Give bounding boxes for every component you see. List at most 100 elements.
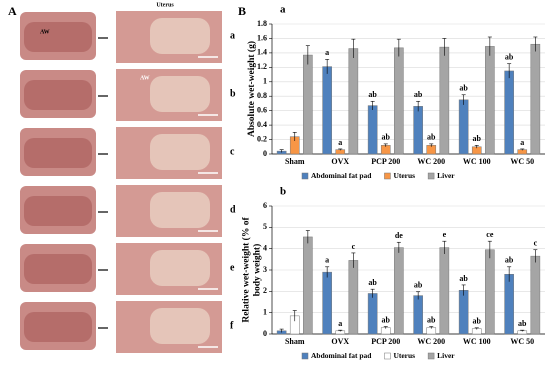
bar xyxy=(504,274,514,335)
row-label: a xyxy=(230,30,235,41)
bar xyxy=(303,54,313,155)
photo xyxy=(150,308,210,344)
photo xyxy=(150,76,210,112)
photo xyxy=(24,80,92,110)
significance-label: de xyxy=(395,231,403,240)
y-tick-label: 4 xyxy=(263,243,267,252)
y-tick-label: 0.8 xyxy=(257,91,267,100)
significance-label: ab xyxy=(459,84,468,93)
photo xyxy=(150,250,210,286)
x-tick-label: WC 200 xyxy=(417,337,445,346)
x-tick-label: OVX xyxy=(331,157,349,166)
significance-label: a xyxy=(338,319,342,328)
x-tick-label: OVX xyxy=(331,337,349,346)
significance-label: ab xyxy=(473,317,482,326)
y-tick-label: 6 xyxy=(263,201,267,210)
bar xyxy=(439,46,450,155)
bar xyxy=(485,249,495,335)
row-label: d xyxy=(230,204,236,215)
significance-label: a xyxy=(338,138,342,147)
x-tick-label: Sham xyxy=(285,337,305,346)
bar xyxy=(485,46,495,155)
legend-swatch xyxy=(384,172,391,180)
significance-label: ab xyxy=(427,315,436,324)
significance-label: c xyxy=(352,242,356,251)
significance-label: ab xyxy=(505,256,514,265)
significance-label: ce xyxy=(486,230,494,239)
bar xyxy=(530,255,541,335)
y-tick-label: 1 xyxy=(263,77,267,86)
significance-label: ab xyxy=(459,274,468,283)
legend-label: Abdominal fat pad xyxy=(311,171,372,180)
bar xyxy=(394,247,404,335)
bar xyxy=(348,260,359,335)
x-tick-label: Sham xyxy=(285,157,305,166)
significance-label: e xyxy=(443,230,447,239)
photo xyxy=(24,22,92,52)
photo xyxy=(24,254,92,284)
legend-swatch xyxy=(427,172,435,180)
legend-swatch xyxy=(301,352,309,360)
photo xyxy=(150,192,210,228)
x-tick-label: PCP 200 xyxy=(371,337,400,346)
significance-label: a xyxy=(520,138,524,147)
x-tick-label: WC 100 xyxy=(463,157,491,166)
y-tick-label: 2 xyxy=(263,286,267,295)
bar xyxy=(348,48,359,155)
y-tick-label: 1 xyxy=(263,307,267,316)
y-tick-label: 0 xyxy=(263,149,267,158)
significance-label: ab xyxy=(368,278,377,287)
photo-label: AW xyxy=(140,75,150,81)
x-tick-label: WC 50 xyxy=(510,157,534,166)
bar xyxy=(367,105,378,155)
x-tick-label: WC 100 xyxy=(463,337,491,346)
legend-label: Liver xyxy=(437,351,455,360)
y-tick-label: 0.6 xyxy=(257,105,267,114)
y-axis-label: body weight) xyxy=(252,244,263,297)
significance-label: ab xyxy=(382,133,391,142)
photo xyxy=(150,18,210,54)
significance-label: ab xyxy=(518,319,527,328)
column-title: Uterus xyxy=(156,2,174,8)
bar xyxy=(458,290,469,335)
legend-label: Liver xyxy=(437,171,455,180)
x-tick-label: PCP 200 xyxy=(371,157,400,166)
chart-title: b xyxy=(280,186,286,198)
bar xyxy=(322,271,332,335)
bar xyxy=(413,106,423,155)
photo-label: AW xyxy=(40,29,50,35)
panel-label: A xyxy=(8,4,17,18)
significance-label: a xyxy=(325,48,329,57)
bar xyxy=(394,47,404,155)
bar xyxy=(413,295,423,335)
y-tick-label: 0 xyxy=(263,329,267,338)
y-tick-label: 1.8 xyxy=(257,19,267,28)
bar xyxy=(530,43,541,155)
significance-label: ab xyxy=(505,53,514,62)
bar xyxy=(504,70,514,155)
row-label: e xyxy=(230,262,235,273)
legend-swatch xyxy=(384,352,391,360)
legend-label: Uterus xyxy=(393,171,415,180)
significance-label: c xyxy=(534,239,538,248)
legend-swatch xyxy=(427,352,435,360)
y-tick-label: 1.2 xyxy=(257,62,267,71)
photo xyxy=(24,196,92,226)
significance-label: ab xyxy=(382,315,391,324)
row-label: f xyxy=(230,320,234,331)
bar xyxy=(303,236,313,335)
photo xyxy=(24,312,92,342)
y-tick-label: 1.4 xyxy=(257,48,267,57)
y-axis-label: Relative wet-weight (% of xyxy=(241,217,252,323)
significance-label: ab xyxy=(414,90,423,99)
significance-label: a xyxy=(325,256,329,265)
y-tick-label: 3 xyxy=(263,265,267,274)
y-tick-label: 1.6 xyxy=(257,33,267,42)
y-axis-label: Absolute wet-weight (g) xyxy=(246,41,257,137)
panel-label: B xyxy=(238,4,246,18)
photo-panel xyxy=(20,11,222,353)
bar xyxy=(367,293,378,335)
legend-label: Abdominal fat pad xyxy=(311,351,372,360)
significance-label: ab xyxy=(473,134,482,143)
